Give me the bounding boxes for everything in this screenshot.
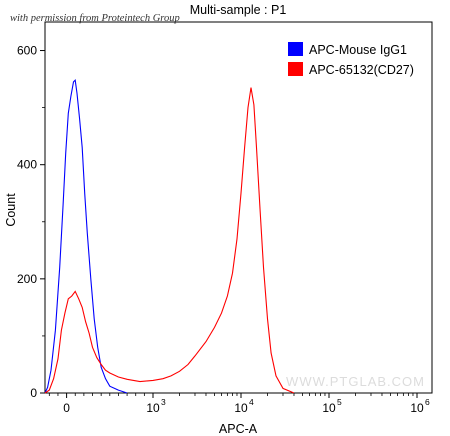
plot-frame [44,21,433,394]
series-line-2 [44,87,295,394]
x-axis: 0 10 3 10 4 10 5 10 6 [48,393,430,415]
watermark-bottom-text: WWW.PTGLAB.COM [286,374,425,389]
y-tick-label: 600 [17,44,37,58]
legend-swatch-2 [288,62,303,76]
legend-label-1: APC-Mouse IgG1 [309,43,407,57]
x-axis-label: APC-A [219,422,258,436]
y-axis: 0 200 400 600 [17,44,45,400]
x-tick-exponent: 4 [249,397,254,407]
legend: APC-Mouse IgG1 APC-65132(CD27) [288,42,414,77]
x-tick-exponent: 5 [337,397,342,407]
watermark-top-text: with permission from Proteintech Group [10,13,180,24]
y-tick-label: 400 [17,158,37,172]
y-tick-label: 0 [30,386,37,400]
chart-title: Multi-sample : P1 [190,3,287,17]
plot-border [44,21,433,394]
series-layer [44,79,295,394]
x-tick-label: 0 [63,401,70,415]
legend-swatch-1 [288,42,303,56]
x-tick-label: 10 [322,401,336,415]
x-tick-label: 10 [410,401,424,415]
x-tick-label: 10 [146,401,160,415]
series-line-1 [44,79,128,394]
legend-label-2: APC-65132(CD27) [309,63,414,77]
y-axis-label: Count [4,193,18,227]
y-tick-label: 200 [17,272,37,286]
x-tick-exponent: 6 [425,397,430,407]
x-tick-exponent: 3 [161,397,166,407]
x-tick-label: 10 [234,401,248,415]
